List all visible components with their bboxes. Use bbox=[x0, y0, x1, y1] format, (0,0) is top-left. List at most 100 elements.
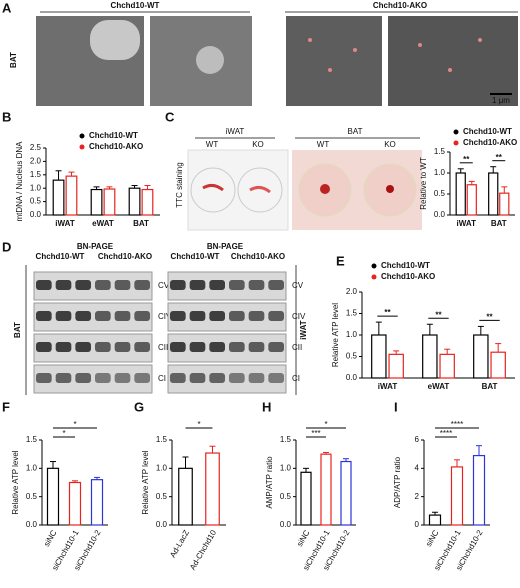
group-label: Chchd10-WT bbox=[111, 1, 160, 10]
y-tick-label: 1.0 bbox=[30, 183, 42, 192]
sig-label: * bbox=[62, 429, 65, 438]
x-tick-label: siNC bbox=[295, 528, 312, 548]
x-tick-label: eWAT bbox=[92, 219, 114, 228]
genotype-label: KO bbox=[384, 140, 396, 149]
bar bbox=[320, 453, 332, 526]
x-tick-label: iWAT bbox=[378, 382, 398, 391]
bar bbox=[46, 467, 60, 526]
blot-band bbox=[134, 280, 150, 290]
blot-band bbox=[209, 373, 225, 383]
bar bbox=[141, 188, 154, 216]
x-tick-label: BAT bbox=[482, 382, 498, 391]
y-tick-label: 2 bbox=[415, 492, 420, 501]
y-tick-label: 1.0 bbox=[434, 168, 446, 177]
complex-label: CIV bbox=[292, 312, 306, 321]
blot-band bbox=[95, 342, 111, 352]
bar bbox=[90, 188, 103, 216]
genotype-label: WT bbox=[317, 140, 330, 149]
y-tick-label: 2.5 bbox=[30, 143, 42, 152]
blot-band bbox=[248, 342, 265, 352]
bar bbox=[455, 172, 466, 216]
bar bbox=[490, 351, 506, 379]
legend-label: Chchd10-AKO bbox=[89, 142, 143, 151]
method-label: BN-PAGE bbox=[77, 242, 114, 251]
blot-band bbox=[55, 342, 72, 352]
sig-label: * bbox=[73, 420, 76, 429]
blot-band bbox=[189, 373, 206, 383]
bar bbox=[371, 334, 387, 379]
x-tick-label: Ad-Chchd10 bbox=[188, 528, 218, 571]
y-tick-label: 1.5 bbox=[156, 435, 168, 444]
blot-band bbox=[114, 311, 131, 321]
group-label: Chchd10-WT bbox=[36, 252, 85, 261]
x-tick-label: BAT bbox=[491, 219, 507, 228]
tissue-label: iWAT bbox=[226, 127, 245, 136]
legend-marker bbox=[453, 129, 459, 135]
blot-band bbox=[170, 373, 186, 383]
group-label: Chchd10-AKO bbox=[98, 252, 152, 261]
complex-label: CI bbox=[158, 374, 166, 383]
blot-band bbox=[36, 342, 52, 352]
bar bbox=[205, 452, 220, 526]
y-tick-label: 1.5 bbox=[30, 170, 42, 179]
y-axis-label: Relative to WT bbox=[419, 157, 428, 210]
x-tick-label: siNC bbox=[42, 528, 59, 548]
blot-band bbox=[55, 373, 72, 383]
y-tick-label: 1.5 bbox=[346, 309, 358, 318]
blot-band bbox=[268, 280, 284, 290]
bar bbox=[300, 471, 312, 526]
blot-strip bbox=[33, 271, 153, 301]
bar bbox=[340, 460, 352, 526]
complex-label: CV bbox=[158, 281, 170, 290]
blot-band bbox=[209, 342, 225, 352]
blot-band bbox=[75, 311, 91, 321]
y-tick-label: 2.0 bbox=[346, 287, 358, 296]
legend-marker bbox=[453, 140, 459, 146]
legend-label: Chchd10-AKO bbox=[381, 272, 435, 281]
tissue-label: iWAT bbox=[299, 320, 308, 340]
blot-band bbox=[75, 342, 91, 352]
y-tick-label: 0.5 bbox=[346, 352, 358, 361]
blot-band bbox=[248, 280, 265, 290]
blots: CV CIV CII CI CV CIV CII CI bbox=[33, 271, 306, 394]
y-axis-label: Relative ATP level bbox=[11, 450, 20, 514]
blot-band bbox=[229, 342, 245, 352]
blot-band bbox=[75, 373, 91, 383]
y-tick-label: 1.0 bbox=[346, 330, 358, 339]
panel-label: H bbox=[262, 399, 271, 414]
stain-label: TTC staining bbox=[175, 162, 184, 207]
panel-label: G bbox=[134, 399, 144, 414]
y-tick-label: 0.0 bbox=[30, 210, 42, 219]
em-image bbox=[388, 16, 518, 106]
blot-band bbox=[189, 311, 206, 321]
bar bbox=[466, 184, 477, 216]
complex-label: CV bbox=[292, 281, 304, 290]
tissue-label: BAT bbox=[348, 127, 363, 136]
blot-band bbox=[189, 342, 206, 352]
y-tick-label: 2.0 bbox=[30, 157, 42, 166]
y-axis-label: Relative ATP level bbox=[141, 450, 150, 514]
complex-label: CIV bbox=[158, 312, 172, 321]
blot-band bbox=[170, 342, 186, 352]
blot-band bbox=[229, 311, 245, 321]
y-tick-label: 1.5 bbox=[280, 435, 292, 444]
blot-band bbox=[189, 280, 206, 290]
blot-band bbox=[134, 311, 150, 321]
y-tick-label: 1.0 bbox=[156, 463, 168, 472]
panel-label: F bbox=[2, 399, 10, 414]
sig-label: **** bbox=[440, 429, 452, 438]
tissue bbox=[386, 185, 394, 193]
bar bbox=[488, 172, 499, 216]
blot-band bbox=[95, 280, 111, 290]
em-detail bbox=[196, 46, 224, 74]
scale-label: 1 μm bbox=[492, 96, 510, 105]
y-tick-label: 1.5 bbox=[26, 435, 38, 444]
blot-band bbox=[134, 342, 150, 352]
dish bbox=[237, 167, 283, 213]
y-tick-label: 0.5 bbox=[434, 189, 446, 198]
complex-label: CI bbox=[292, 374, 300, 383]
blot-band bbox=[248, 311, 265, 321]
bar bbox=[52, 179, 65, 216]
blot-band bbox=[75, 280, 91, 290]
